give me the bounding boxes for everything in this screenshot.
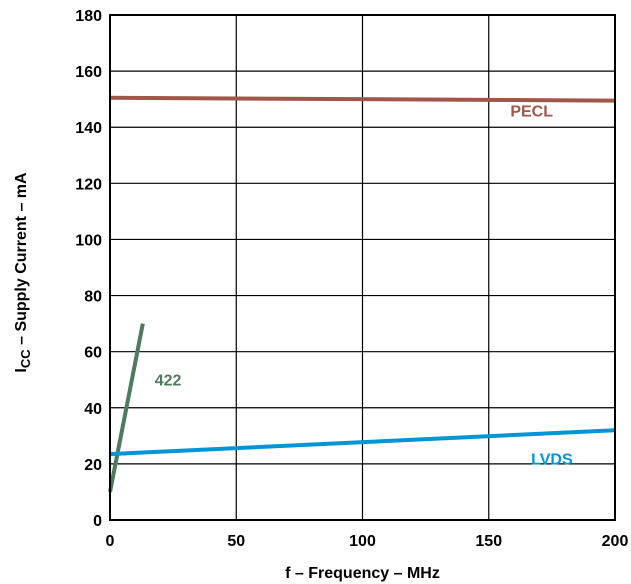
y-tick-labels: 0 20 40 60 80 100 120 140 160 180 [75, 8, 102, 530]
series-labels: PECL 422 LVDS [155, 103, 573, 468]
x-tick-label: 50 [227, 533, 245, 550]
series-line-422 [108, 323, 145, 493]
x-axis-label: f – Frequency – MHz [285, 565, 440, 582]
series-label-422: 422 [155, 373, 182, 390]
grid [109, 14, 616, 521]
x-tick-labels: 0 50 100 150 200 [106, 533, 629, 550]
x-tick-label: 0 [106, 533, 115, 550]
series-label-lvds: LVDS [531, 451, 573, 468]
y-tick-label: 20 [84, 457, 102, 474]
plot-frame [109, 14, 616, 521]
y-tick-label: 0 [93, 513, 102, 530]
series-line-lvds [109, 428, 616, 457]
y-tick-label: 40 [84, 401, 102, 418]
y-axis-label-suffix: – Supply Current – mA [13, 172, 30, 349]
y-tick-label: 180 [75, 8, 102, 25]
x-tick-label: 200 [602, 533, 629, 550]
y-axis-label-subscript: CC [18, 349, 33, 368]
y-axis-label: ICC – Supply Current – mA [13, 172, 33, 373]
y-tick-label: 80 [84, 289, 102, 306]
x-tick-label: 100 [349, 533, 376, 550]
x-tick-label: 150 [475, 533, 502, 550]
y-axis-label-prefix: I [13, 368, 30, 372]
series-line-pecl [109, 95, 616, 103]
y-tick-label: 140 [75, 120, 102, 137]
y-tick-label: 120 [75, 176, 102, 193]
series-label-pecl: PECL [510, 103, 553, 120]
y-tick-label: 100 [75, 232, 102, 249]
y-tick-label: 160 [75, 64, 102, 81]
y-tick-label: 60 [84, 345, 102, 362]
series-lines [108, 95, 616, 493]
